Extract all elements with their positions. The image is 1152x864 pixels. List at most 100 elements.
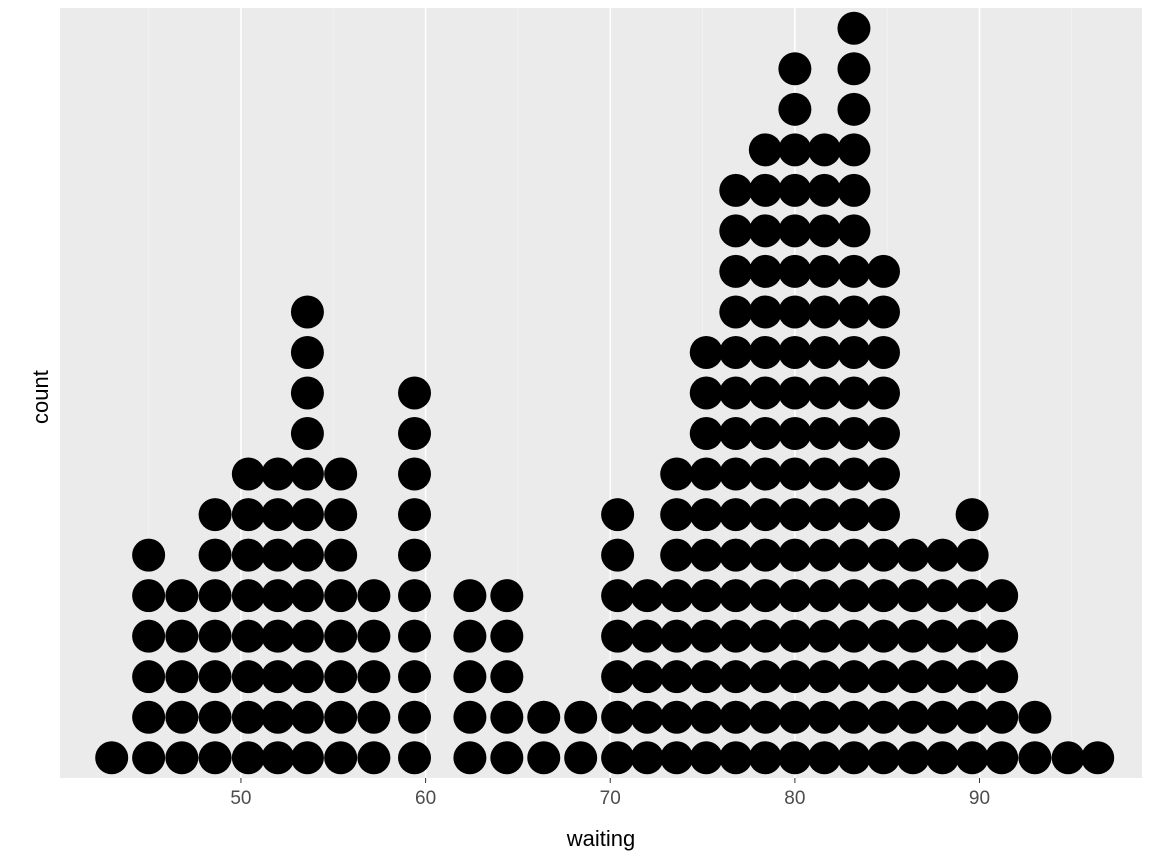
dot (660, 579, 693, 612)
dot (199, 620, 232, 653)
dot (808, 336, 841, 369)
dot (601, 620, 634, 653)
dot (778, 458, 811, 491)
dot (132, 620, 165, 653)
dot (985, 620, 1018, 653)
dot (808, 214, 841, 247)
dot (808, 295, 841, 328)
dot (867, 620, 900, 653)
dot (867, 741, 900, 774)
dot (324, 660, 357, 693)
dot (719, 458, 752, 491)
x-tick-label: 90 (969, 788, 990, 810)
dot (897, 741, 930, 774)
dot (956, 660, 989, 693)
dot (199, 579, 232, 612)
dot (165, 579, 198, 612)
dot (867, 539, 900, 572)
dot (1081, 741, 1114, 774)
dot (808, 741, 841, 774)
dot (808, 417, 841, 450)
dot (660, 660, 693, 693)
dot (867, 660, 900, 693)
x-axis-label: waiting (60, 826, 1142, 852)
dot (564, 741, 597, 774)
dot (749, 701, 782, 734)
dot (398, 620, 431, 653)
dot (261, 498, 294, 531)
dot (291, 701, 324, 734)
dot (926, 620, 959, 653)
dot (719, 741, 752, 774)
dot (867, 336, 900, 369)
dot (199, 498, 232, 531)
dot (867, 255, 900, 288)
dot (232, 620, 265, 653)
dot (778, 255, 811, 288)
dot (232, 539, 265, 572)
dot (631, 620, 664, 653)
dot (324, 579, 357, 612)
dot (867, 458, 900, 491)
dot (291, 377, 324, 410)
dot (453, 579, 486, 612)
dot (778, 701, 811, 734)
dot (398, 539, 431, 572)
dot (837, 93, 870, 126)
dot (631, 701, 664, 734)
dot (527, 701, 560, 734)
dot (357, 620, 390, 653)
dot (719, 255, 752, 288)
dot (749, 133, 782, 166)
dot (719, 701, 752, 734)
dot (261, 741, 294, 774)
dot (690, 417, 723, 450)
dot (690, 336, 723, 369)
dot (453, 620, 486, 653)
dot (867, 579, 900, 612)
dot (660, 620, 693, 653)
dot (490, 579, 523, 612)
dot (749, 579, 782, 612)
dot (778, 52, 811, 85)
dot (749, 660, 782, 693)
dot (778, 214, 811, 247)
dot (926, 660, 959, 693)
dot (719, 336, 752, 369)
dot (985, 701, 1018, 734)
dot (897, 620, 930, 653)
dot (778, 377, 811, 410)
dot (778, 295, 811, 328)
dot (291, 336, 324, 369)
dot (867, 377, 900, 410)
dot (324, 620, 357, 653)
dot (261, 620, 294, 653)
dot (837, 295, 870, 328)
dot (660, 701, 693, 734)
dot (719, 174, 752, 207)
dot (897, 660, 930, 693)
dot (357, 660, 390, 693)
dot (808, 377, 841, 410)
dot (453, 660, 486, 693)
dot (837, 214, 870, 247)
dot (808, 255, 841, 288)
dot (897, 701, 930, 734)
dot (660, 458, 693, 491)
dot (867, 701, 900, 734)
dot (808, 701, 841, 734)
dot (660, 539, 693, 572)
dot (398, 579, 431, 612)
dot (867, 295, 900, 328)
dot (291, 417, 324, 450)
dot (490, 660, 523, 693)
dot (837, 174, 870, 207)
dot (837, 255, 870, 288)
dot (837, 660, 870, 693)
dot (808, 133, 841, 166)
dot (778, 336, 811, 369)
dot (261, 579, 294, 612)
dot (749, 295, 782, 328)
dot (719, 295, 752, 328)
dot (837, 539, 870, 572)
